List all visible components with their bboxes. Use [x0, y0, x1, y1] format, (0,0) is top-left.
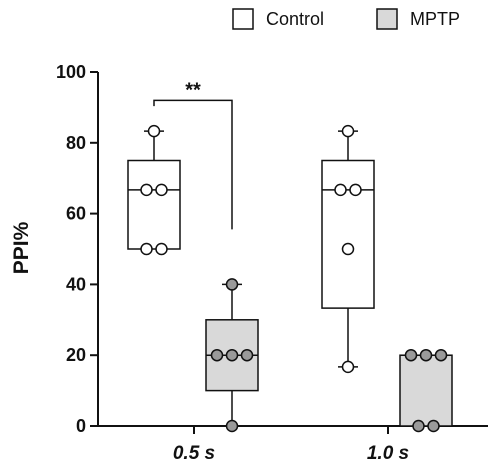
data-point	[155, 183, 168, 197]
data-point	[341, 360, 355, 374]
data-point	[240, 348, 254, 362]
data-point	[225, 419, 239, 433]
data-point	[404, 348, 418, 362]
data-point	[334, 183, 347, 197]
data-point	[140, 242, 153, 256]
data-point	[140, 183, 153, 197]
data-point	[434, 348, 448, 362]
data-point	[412, 419, 425, 433]
x-tick-label: 1.0 s	[367, 443, 409, 464]
significance-bracket: **	[153, 79, 233, 230]
data-point	[225, 348, 239, 362]
y-tick-label: 80	[66, 133, 86, 153]
data-point	[210, 348, 224, 362]
data-point	[147, 124, 161, 138]
legend: Control MPTP	[232, 8, 460, 30]
box-iqr	[399, 354, 453, 427]
box-mptp-0	[205, 278, 259, 433]
y-tick-label: 0	[76, 416, 86, 436]
box-mptp-1	[399, 348, 453, 433]
y-tick-label: 100	[56, 62, 86, 82]
box-iqr	[127, 159, 181, 250]
box-control-0	[127, 124, 181, 256]
y-axis-label: PPI%	[10, 221, 33, 274]
y-tick-label: 20	[66, 345, 86, 365]
data-point	[419, 348, 433, 362]
x-tick-label: 0.5 s	[173, 443, 215, 464]
data-point	[155, 242, 168, 256]
bracket-line	[153, 99, 233, 230]
data-point	[341, 124, 355, 138]
y-tick-label: 60	[66, 204, 86, 224]
data-point	[349, 183, 362, 197]
legend-swatch-mptp	[376, 8, 398, 30]
legend-swatch-control	[232, 8, 254, 30]
significance-label: **	[185, 79, 201, 101]
legend-label-mptp: MPTP	[410, 9, 460, 29]
data-point	[341, 242, 355, 256]
data-point	[225, 278, 239, 291]
legend-label-control: Control	[266, 9, 324, 29]
box-iqr	[321, 159, 375, 309]
plot-area: **	[127, 79, 453, 433]
data-point	[427, 419, 440, 433]
axes: 0 20 40 60 80 100 0.5 s 1.0 s	[56, 62, 488, 464]
box-control-1	[321, 124, 375, 374]
y-tick-label: 40	[66, 274, 86, 294]
